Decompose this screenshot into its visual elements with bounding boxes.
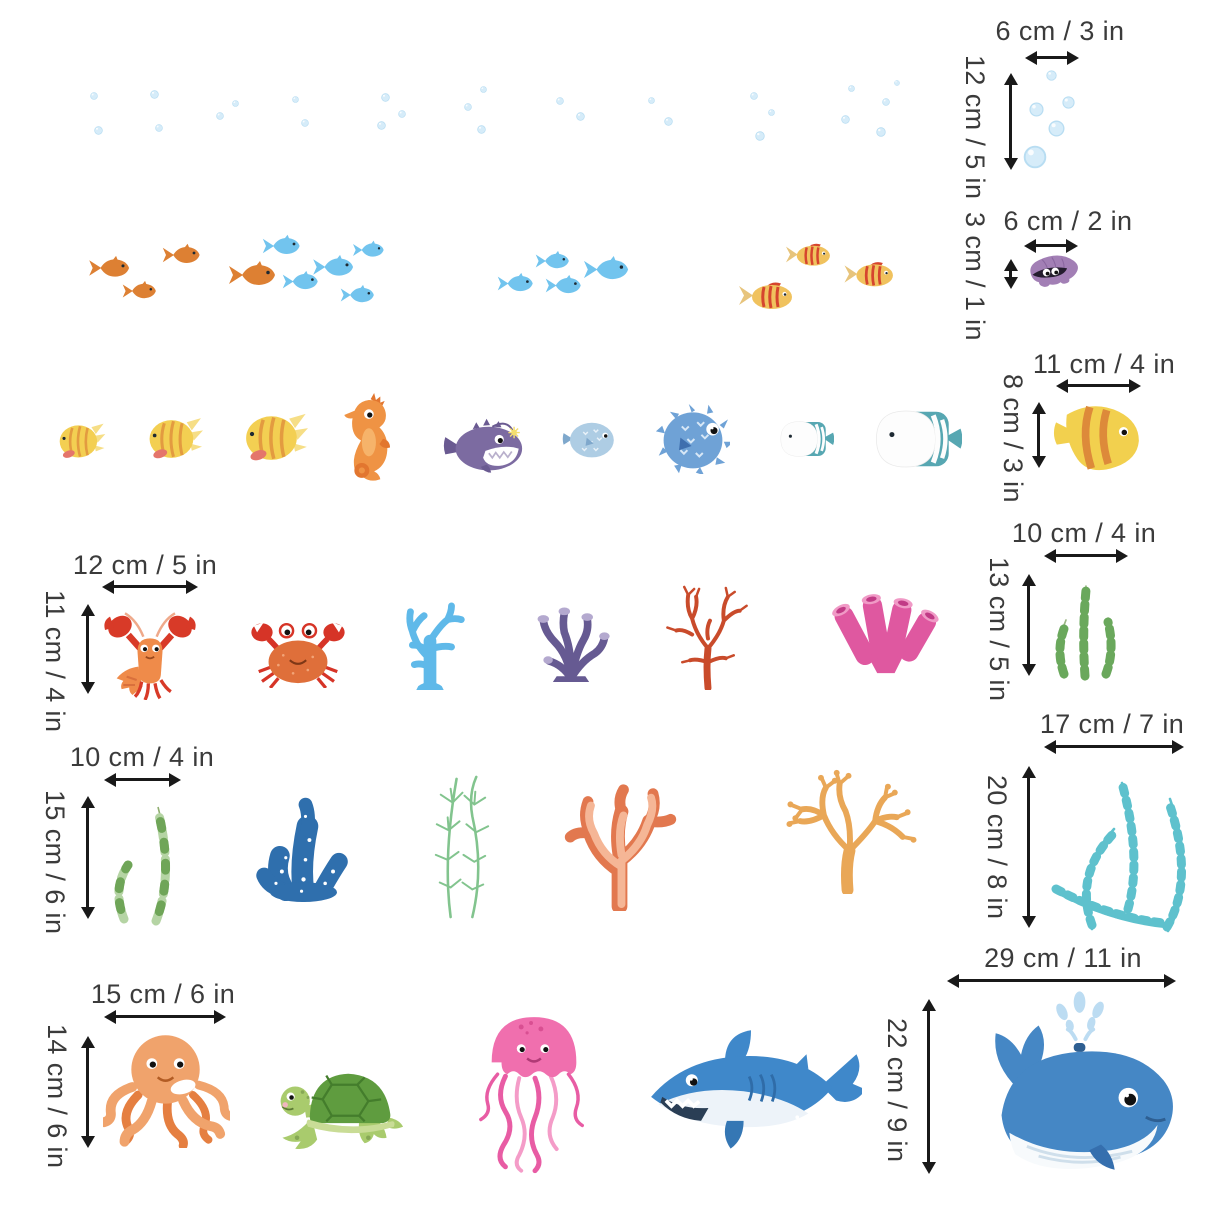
anglerfish <box>443 418 523 473</box>
bubbles-width-arrow <box>1036 56 1068 59</box>
octopus-height-label: 14 cm / 6 in <box>42 1024 72 1169</box>
leafy-seaweed-width-label: 10 cm / 4 in <box>1011 518 1157 548</box>
angelfish <box>1053 405 1139 471</box>
teal-seaweed-height-arrow <box>1027 777 1030 917</box>
school-fish-blue <box>535 250 569 269</box>
lobster-width-arrow <box>113 585 187 588</box>
whale-height-arrow <box>927 1010 930 1163</box>
teal-seaweed-height-label: 20 cm / 8 in <box>982 775 1012 920</box>
school-fish-blue <box>262 234 300 254</box>
angelfish-height-label: 8 cm / 3 in <box>998 374 1028 503</box>
teal-seaweed <box>1051 781 1186 933</box>
leafy-seaweed-height-label: 13 cm / 5 in <box>984 557 1014 702</box>
whale <box>995 991 1173 1170</box>
school-fish-blue <box>282 270 318 290</box>
thin-green-seaweed <box>434 775 490 919</box>
octopus-height-arrow <box>86 1047 89 1137</box>
clam-height-label: 3 cm / 1 in <box>960 212 990 341</box>
lobster-width-label: 12 cm / 5 in <box>72 550 218 580</box>
salmon-coral <box>564 784 677 911</box>
school-fish-blue <box>497 272 533 292</box>
sea-turtle <box>280 1073 404 1149</box>
bubbles-height-arrow <box>1009 84 1012 159</box>
school-fish-orange <box>122 280 156 299</box>
octopus-width-label: 15 cm / 6 in <box>90 979 236 1009</box>
bubble-cluster <box>750 92 775 141</box>
bubble-cluster <box>464 86 487 134</box>
crab <box>251 622 345 688</box>
shark <box>651 1030 862 1149</box>
bubble-cluster <box>150 90 163 132</box>
leafy-seaweed-width-arrow <box>1055 554 1117 557</box>
whale-height-label: 22 cm / 9 in <box>882 1018 912 1163</box>
bubble-cluster <box>841 80 900 137</box>
bubble-cluster <box>377 93 406 130</box>
butterflyfish-medium <box>148 416 203 462</box>
school-fish-orange <box>162 243 200 263</box>
blue-dotted-coral <box>256 797 348 903</box>
clam-width-arrow <box>1035 244 1067 247</box>
bubbles-height-label: 12 cm / 5 in <box>960 55 990 200</box>
pink-tube-sponge <box>832 594 939 674</box>
teal-seaweed-width-arrow <box>1055 745 1173 748</box>
striped-school-fish <box>843 260 895 288</box>
teal-striped-fish-large <box>872 406 962 472</box>
green-seaweed-width-arrow <box>115 778 170 781</box>
clam-height-arrow <box>1009 270 1012 278</box>
jellyfish <box>479 1017 584 1174</box>
whale-width-arrow <box>958 979 1165 982</box>
leafy-seaweed <box>1055 585 1116 681</box>
green-seaweed-width-label: 10 cm / 4 in <box>69 742 215 772</box>
bubble-column <box>1023 70 1075 169</box>
tan-branch-coral <box>786 769 917 894</box>
lobster <box>104 612 196 700</box>
lobster-height-label: 11 cm / 4 in <box>40 590 70 733</box>
clam-width-label: 6 cm / 2 in <box>1003 206 1133 236</box>
teal-striped-fish-small <box>779 419 834 459</box>
striped-school-fish <box>785 242 832 267</box>
leafy-seaweed-height-arrow <box>1027 585 1030 665</box>
octopus <box>103 1035 230 1148</box>
green-seaweed <box>114 806 171 926</box>
butterflyfish-small <box>58 422 106 461</box>
pufferfish-large <box>656 404 730 474</box>
whale-width-label: 29 cm / 11 in <box>984 943 1142 973</box>
school-fish-orange <box>89 255 130 277</box>
green-seaweed-height-label: 15 cm / 6 in <box>40 790 70 935</box>
blue-coral <box>406 602 465 690</box>
octopus-width-arrow <box>115 1015 215 1018</box>
bubbles-width-label: 6 cm / 3 in <box>995 16 1125 46</box>
angelfish-height-arrow <box>1037 413 1040 457</box>
school-fish-blue <box>340 284 374 303</box>
angelfish-width-arrow <box>1067 384 1130 387</box>
bubble-cluster <box>90 92 103 135</box>
bubble-cluster <box>648 97 673 126</box>
bubble-cluster <box>292 96 309 127</box>
bubble-cluster <box>556 97 585 121</box>
seahorse <box>344 393 390 481</box>
school-fish-blue <box>545 274 581 294</box>
purple-tube-coral <box>537 607 610 682</box>
striped-school-fish <box>738 281 794 311</box>
green-seaweed-height-arrow <box>86 807 89 908</box>
school-fish-orange <box>229 261 275 285</box>
lobster-height-arrow <box>86 615 89 683</box>
school-fish-blue <box>353 240 384 257</box>
pufferfish-small <box>562 422 614 458</box>
angelfish-width-label: 11 cm / 4 in <box>1032 349 1176 379</box>
butterflyfish-large <box>244 412 308 464</box>
teal-seaweed-width-label: 17 cm / 7 in <box>1039 709 1185 739</box>
bubble-cluster <box>216 100 239 120</box>
clam <box>1030 255 1078 287</box>
red-coral <box>666 585 748 690</box>
school-fish-blue <box>583 256 629 280</box>
